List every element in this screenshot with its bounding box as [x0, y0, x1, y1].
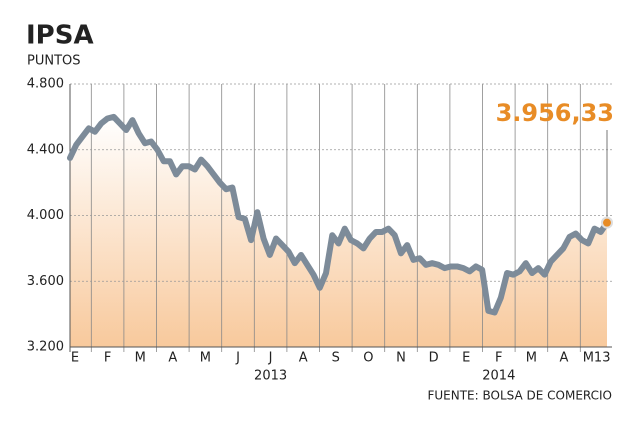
x-tick-label: N [396, 351, 406, 366]
x-tick-label: O [363, 351, 373, 366]
x-tick-label: M13 [583, 351, 611, 366]
x-tick-label: A [299, 351, 308, 366]
x-tick-label: E [462, 351, 470, 366]
y-tick-label: 4.000 [27, 208, 64, 223]
x-tick-label: S [332, 351, 340, 366]
chart-subtitle: PUNTOS [27, 54, 81, 69]
x-tick-label: J [268, 351, 273, 366]
x-tick-label: A [560, 351, 569, 366]
y-tick-label: 3.600 [27, 274, 64, 289]
x-tick-label: F [104, 351, 111, 366]
x-tick-label: F [495, 351, 502, 366]
series-line [67, 113, 610, 316]
x-tick-label: A [168, 351, 177, 366]
x-tick-label: M [200, 351, 211, 366]
area-fill [70, 116, 607, 347]
chart-title: IPSA [26, 21, 94, 51]
x-tick-label: J [235, 351, 240, 366]
y-tick-label: 4.400 [27, 142, 64, 157]
x-tick-label: E [71, 351, 79, 366]
last-point [601, 216, 613, 229]
y-tick-label: 3.200 [27, 340, 64, 355]
x-tick-label: M [135, 351, 146, 366]
x-tick-label: D [429, 351, 439, 366]
year-label: 2014 [482, 369, 515, 384]
y-tick-label: 4.800 [27, 77, 64, 92]
x-tick-label: M [526, 351, 537, 366]
annotation: 3.956,33 [496, 99, 614, 127]
year-label: 2013 [254, 369, 287, 384]
source: FUENTE: BOLSA DE COMERCIO [427, 389, 612, 403]
